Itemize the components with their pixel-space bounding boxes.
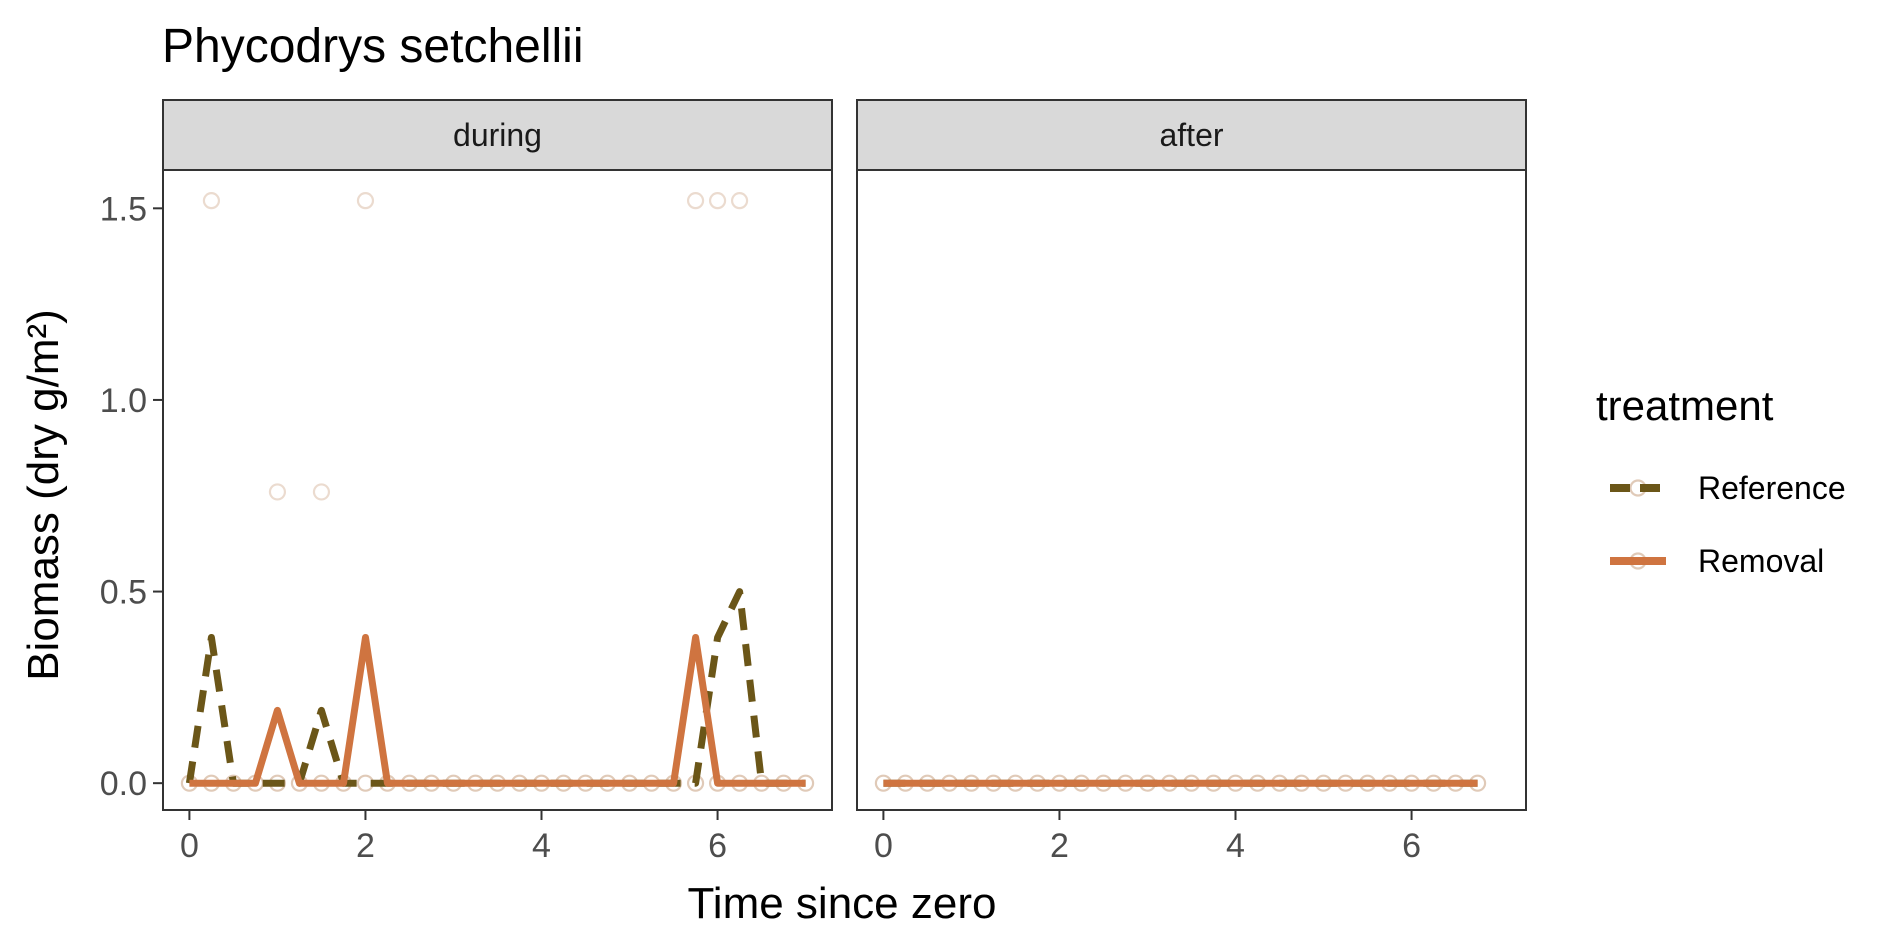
data-point xyxy=(708,192,727,210)
y-axis-title: Biomass (dry g/m²) xyxy=(19,309,68,681)
data-point xyxy=(312,483,331,501)
x-tick-label: 2 xyxy=(1050,827,1069,865)
legend-label: Reference xyxy=(1698,470,1846,506)
facet-strip xyxy=(856,99,1527,171)
x-tick-label: 4 xyxy=(1226,827,1245,865)
legend-label: Removal xyxy=(1698,543,1824,579)
series-line-removal xyxy=(189,634,806,787)
data-point xyxy=(686,192,705,210)
facet-panels: during 0 2 4 6 0.0 0.5 1.0 1.5 after 0 2 4 6 xyxy=(100,99,1527,865)
x-tick-label: 2 xyxy=(356,827,375,865)
data-point xyxy=(202,192,221,210)
x-tick-label: 6 xyxy=(1402,827,1421,865)
x-tick-label: 4 xyxy=(532,827,551,865)
legend-title: treatment xyxy=(1596,382,1774,429)
facet-panel-after: after 0 2 4 6 xyxy=(856,99,1527,865)
facet-strip-label: during xyxy=(453,117,542,153)
legend-key-reference xyxy=(1610,479,1666,497)
y-tick-label: 0.0 xyxy=(100,765,147,803)
y-tick-label: 1.5 xyxy=(100,190,147,228)
x-axis-title: Time since zero xyxy=(688,879,997,928)
plot-border xyxy=(856,169,1527,811)
y-tick-label: 0.5 xyxy=(100,574,147,612)
legend: treatment Reference Removal xyxy=(1596,382,1846,579)
facet-strip xyxy=(162,99,833,171)
plot-background xyxy=(857,170,1526,810)
x-tick-label: 6 xyxy=(708,827,727,865)
data-point xyxy=(730,192,749,210)
legend-key-removal xyxy=(1610,552,1666,570)
y-tick-label: 1.0 xyxy=(100,382,147,420)
plot-border xyxy=(162,169,833,811)
plot-background xyxy=(163,170,832,810)
x-tick-label: 0 xyxy=(180,827,199,865)
data-point xyxy=(356,192,375,210)
chart-title: Phycodrys setchellii xyxy=(162,20,584,73)
facet-strip-label: after xyxy=(1159,117,1223,153)
x-tick-label: 0 xyxy=(874,827,893,865)
facet-panel-during: during 0 2 4 6 0.0 0.5 1.0 1.5 xyxy=(100,99,833,865)
data-point xyxy=(268,483,287,501)
